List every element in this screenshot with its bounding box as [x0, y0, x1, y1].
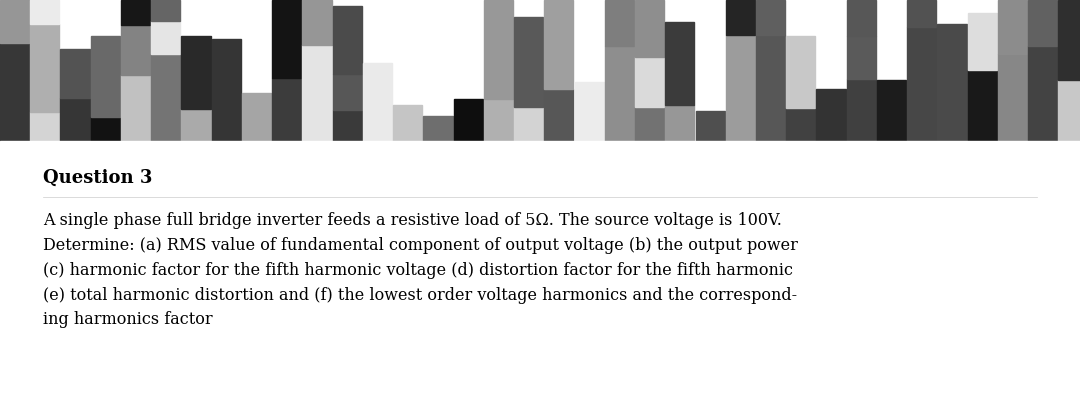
Bar	[998, 0, 1027, 54]
Text: Question 3: Question 3	[43, 169, 152, 187]
Bar	[937, 24, 967, 149]
Bar	[333, 6, 362, 74]
Bar	[91, 36, 120, 117]
Bar	[514, 17, 543, 107]
Bar	[30, 112, 59, 149]
Bar	[998, 54, 1027, 149]
Bar	[0, 141, 1080, 393]
Bar	[756, 35, 785, 149]
Bar	[1028, 0, 1057, 46]
Bar	[786, 36, 815, 108]
Bar	[121, 75, 150, 149]
Bar	[242, 94, 271, 149]
Bar	[726, 35, 755, 149]
Bar	[635, 107, 664, 149]
Bar	[121, 0, 150, 25]
Bar	[605, 46, 634, 149]
Bar	[756, 0, 785, 35]
Bar	[0, 0, 29, 43]
Bar	[544, 0, 573, 88]
Bar	[121, 25, 150, 75]
Bar	[907, 0, 936, 27]
Bar	[514, 107, 543, 149]
Bar	[363, 62, 392, 149]
Bar	[272, 0, 301, 78]
Bar	[665, 22, 694, 105]
Bar	[575, 82, 604, 149]
Bar	[151, 0, 180, 21]
Bar	[544, 88, 573, 149]
Bar	[30, 0, 59, 24]
Bar	[847, 0, 876, 36]
Bar	[333, 74, 362, 110]
Bar	[726, 0, 755, 35]
Bar	[60, 98, 90, 149]
Bar	[212, 39, 241, 149]
Text: A single phase full bridge inverter feeds a resistive load of 5Ω. The source vol: A single phase full bridge inverter feed…	[43, 212, 798, 329]
Bar	[181, 36, 211, 109]
Bar	[635, 0, 664, 57]
Bar	[302, 45, 332, 149]
Bar	[635, 57, 664, 107]
Bar	[907, 27, 936, 149]
Bar	[181, 109, 211, 149]
Bar	[272, 78, 301, 149]
Bar	[786, 108, 815, 149]
Bar	[454, 99, 483, 149]
Bar	[393, 105, 422, 149]
Bar	[484, 0, 513, 99]
Bar	[1028, 46, 1057, 149]
Bar	[696, 111, 725, 149]
Bar	[333, 110, 362, 149]
Bar	[1058, 0, 1080, 80]
Bar	[877, 80, 906, 149]
Bar	[302, 0, 332, 45]
Bar	[60, 49, 90, 98]
Bar	[151, 54, 180, 149]
Bar	[151, 21, 180, 54]
Bar	[30, 24, 59, 112]
Bar	[847, 79, 876, 149]
Bar	[968, 13, 997, 70]
Bar	[847, 36, 876, 79]
Bar	[1058, 80, 1080, 149]
Bar	[665, 105, 694, 149]
Bar	[605, 0, 634, 46]
Bar	[816, 89, 846, 149]
Bar	[968, 70, 997, 149]
Bar	[91, 117, 120, 149]
Bar	[0, 43, 29, 149]
Bar	[484, 99, 513, 149]
Bar	[423, 116, 453, 149]
